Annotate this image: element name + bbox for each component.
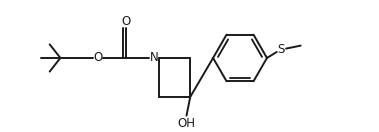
Text: O: O <box>121 15 130 28</box>
Text: OH: OH <box>177 117 196 130</box>
Text: O: O <box>93 51 102 64</box>
Text: S: S <box>277 43 285 56</box>
Text: N: N <box>150 51 158 64</box>
